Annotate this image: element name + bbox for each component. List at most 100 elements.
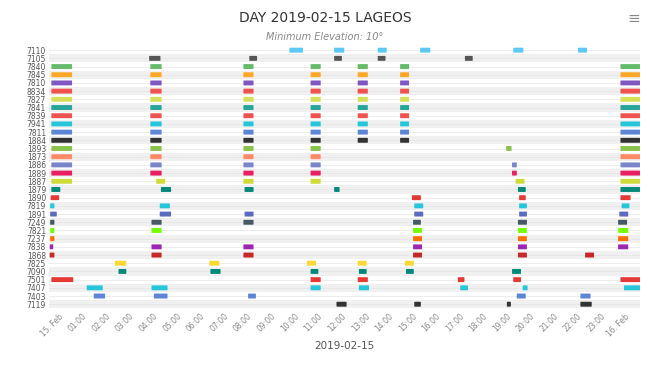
FancyBboxPatch shape — [94, 294, 105, 299]
FancyBboxPatch shape — [621, 130, 640, 135]
FancyBboxPatch shape — [311, 146, 320, 151]
Bar — [49, 120, 640, 128]
FancyBboxPatch shape — [518, 236, 527, 241]
FancyBboxPatch shape — [51, 80, 72, 86]
FancyBboxPatch shape — [621, 97, 640, 102]
FancyBboxPatch shape — [150, 97, 162, 102]
FancyBboxPatch shape — [289, 48, 303, 53]
FancyBboxPatch shape — [507, 302, 511, 307]
Bar — [49, 300, 640, 308]
FancyBboxPatch shape — [248, 294, 256, 299]
FancyBboxPatch shape — [51, 130, 72, 135]
FancyBboxPatch shape — [400, 105, 409, 110]
FancyBboxPatch shape — [518, 187, 526, 192]
FancyBboxPatch shape — [243, 121, 254, 126]
FancyBboxPatch shape — [244, 211, 254, 216]
FancyBboxPatch shape — [518, 244, 527, 249]
FancyBboxPatch shape — [243, 253, 254, 257]
FancyBboxPatch shape — [50, 204, 55, 208]
FancyBboxPatch shape — [243, 138, 254, 143]
FancyBboxPatch shape — [413, 244, 422, 249]
FancyBboxPatch shape — [311, 121, 320, 126]
FancyBboxPatch shape — [621, 179, 640, 184]
FancyBboxPatch shape — [149, 56, 161, 61]
FancyBboxPatch shape — [414, 211, 423, 216]
FancyBboxPatch shape — [517, 294, 526, 299]
FancyBboxPatch shape — [621, 204, 629, 208]
FancyBboxPatch shape — [624, 285, 640, 290]
FancyBboxPatch shape — [621, 72, 640, 77]
FancyBboxPatch shape — [378, 48, 387, 53]
FancyBboxPatch shape — [621, 154, 640, 159]
FancyBboxPatch shape — [243, 154, 254, 159]
FancyBboxPatch shape — [150, 138, 162, 143]
Bar — [49, 169, 640, 177]
FancyBboxPatch shape — [243, 105, 254, 110]
Bar — [49, 136, 640, 144]
FancyBboxPatch shape — [358, 121, 368, 126]
FancyBboxPatch shape — [150, 121, 162, 126]
FancyBboxPatch shape — [209, 261, 219, 266]
FancyBboxPatch shape — [400, 121, 409, 126]
FancyBboxPatch shape — [51, 121, 72, 126]
FancyBboxPatch shape — [578, 48, 587, 53]
FancyBboxPatch shape — [358, 277, 368, 282]
FancyBboxPatch shape — [151, 253, 162, 257]
FancyBboxPatch shape — [311, 64, 320, 69]
FancyBboxPatch shape — [243, 97, 254, 102]
FancyBboxPatch shape — [51, 187, 60, 192]
FancyBboxPatch shape — [243, 80, 254, 86]
FancyBboxPatch shape — [154, 294, 168, 299]
FancyBboxPatch shape — [51, 179, 72, 184]
FancyBboxPatch shape — [311, 80, 320, 86]
FancyBboxPatch shape — [512, 269, 521, 274]
Bar — [49, 202, 640, 210]
FancyBboxPatch shape — [243, 244, 254, 249]
FancyBboxPatch shape — [51, 146, 72, 151]
FancyBboxPatch shape — [311, 285, 320, 290]
Bar — [49, 54, 640, 63]
FancyBboxPatch shape — [359, 269, 367, 274]
Bar — [49, 70, 640, 79]
Text: Minimum Elevation: 10°: Minimum Elevation: 10° — [266, 32, 384, 42]
Bar — [49, 267, 640, 276]
FancyBboxPatch shape — [150, 72, 162, 77]
FancyBboxPatch shape — [49, 244, 53, 249]
FancyBboxPatch shape — [211, 269, 220, 274]
FancyBboxPatch shape — [358, 261, 367, 266]
FancyBboxPatch shape — [243, 162, 254, 167]
FancyBboxPatch shape — [311, 89, 320, 93]
FancyBboxPatch shape — [621, 105, 640, 110]
FancyBboxPatch shape — [400, 97, 409, 102]
FancyBboxPatch shape — [406, 269, 414, 274]
FancyBboxPatch shape — [311, 138, 320, 143]
FancyBboxPatch shape — [244, 187, 254, 192]
FancyBboxPatch shape — [621, 89, 640, 93]
Bar — [49, 185, 640, 193]
FancyBboxPatch shape — [86, 285, 103, 290]
Bar — [49, 103, 640, 112]
FancyBboxPatch shape — [621, 277, 640, 282]
FancyBboxPatch shape — [243, 130, 254, 135]
FancyBboxPatch shape — [618, 244, 629, 249]
FancyBboxPatch shape — [412, 195, 421, 200]
FancyBboxPatch shape — [311, 105, 320, 110]
FancyBboxPatch shape — [414, 302, 421, 307]
FancyBboxPatch shape — [337, 302, 346, 307]
FancyBboxPatch shape — [621, 80, 640, 86]
FancyBboxPatch shape — [150, 154, 162, 159]
FancyBboxPatch shape — [49, 253, 55, 257]
FancyBboxPatch shape — [518, 253, 527, 257]
FancyBboxPatch shape — [519, 211, 527, 216]
FancyBboxPatch shape — [334, 56, 342, 61]
FancyBboxPatch shape — [51, 277, 73, 282]
FancyBboxPatch shape — [618, 236, 629, 241]
FancyBboxPatch shape — [51, 97, 72, 102]
X-axis label: 2019-02-15: 2019-02-15 — [315, 341, 374, 351]
FancyBboxPatch shape — [160, 204, 170, 208]
FancyBboxPatch shape — [115, 261, 126, 266]
FancyBboxPatch shape — [311, 269, 318, 274]
FancyBboxPatch shape — [51, 195, 59, 200]
FancyBboxPatch shape — [400, 89, 409, 93]
FancyBboxPatch shape — [378, 56, 385, 61]
